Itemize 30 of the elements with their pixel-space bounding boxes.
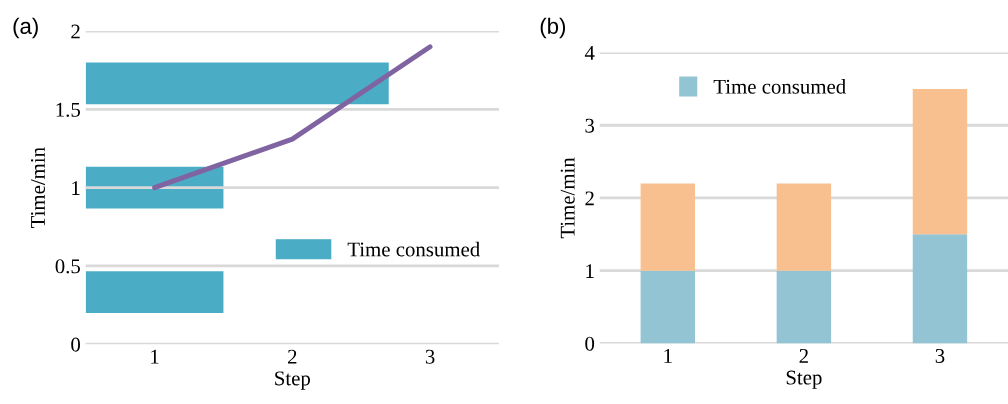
x-axis-title: Step — [786, 370, 822, 389]
y-tick-label: 0 — [71, 337, 81, 352]
bar — [912, 88, 968, 235]
y-axis-title: Time/min — [560, 157, 575, 239]
x-tick-label: 1 — [151, 349, 159, 364]
legend-label: Time consumed — [347, 241, 480, 257]
x-tick-label: 3 — [935, 348, 945, 363]
legend-label: Time consumed — [713, 79, 846, 94]
bar — [640, 183, 696, 271]
y-tick-label: 2 — [71, 24, 80, 39]
y-tick-label: 3 — [585, 118, 595, 133]
x-tick-label: 3 — [425, 349, 435, 364]
y-tick-label: 4 — [584, 46, 595, 60]
x-tick-label: 2 — [799, 348, 808, 363]
x-tick-label: 1 — [664, 348, 672, 363]
bar — [640, 270, 696, 344]
text: (a) — [13, 17, 38, 39]
text: (b) — [540, 17, 566, 39]
x-tick-label: 2 — [288, 349, 297, 364]
y-tick-label: 2 — [585, 191, 594, 206]
bar — [776, 183, 832, 271]
bar — [912, 234, 968, 344]
y-tick-label: 1 — [586, 264, 594, 278]
y-tick-label: 1.5 — [56, 102, 81, 117]
y-tick-label: 0 — [585, 336, 595, 351]
y-tick-label: 1 — [72, 181, 80, 195]
y-tick-label: 0.5 — [55, 259, 81, 274]
x-axis-title: Step — [275, 371, 311, 390]
bar — [776, 270, 832, 344]
y-axis-title: Time/min — [30, 147, 45, 228]
